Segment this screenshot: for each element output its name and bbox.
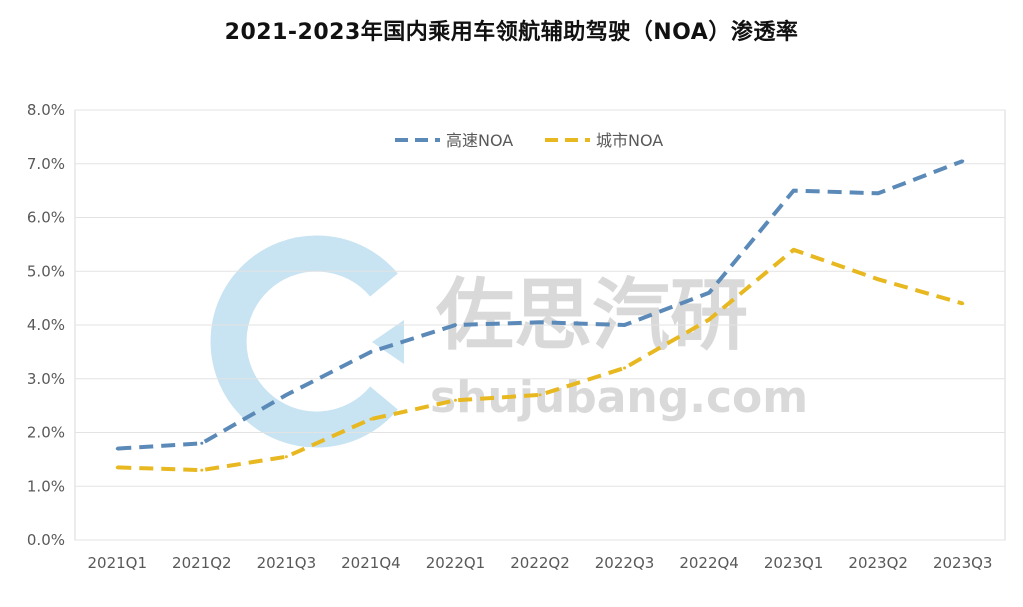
x-tick-label: 2021Q4 <box>341 554 401 572</box>
data-point-0-7 <box>707 291 711 295</box>
data-point-1-7 <box>707 318 711 322</box>
y-tick-label: 0.0% <box>27 531 65 549</box>
y-tick-label: 7.0% <box>27 155 65 173</box>
x-tick-label: 2023Q3 <box>933 554 993 572</box>
legend-label-0: 高速NOA <box>446 131 513 150</box>
data-point-0-9 <box>876 191 880 195</box>
y-tick-label: 3.0% <box>27 370 65 388</box>
x-tick-label: 2022Q2 <box>510 554 570 572</box>
data-point-1-3 <box>369 417 373 421</box>
data-point-1-8 <box>792 248 796 252</box>
y-axis: 0.0% 1.0% 2.0% 3.0% 4.0% 5.0% 6.0% 7.0% 8.0% <box>27 101 65 549</box>
y-tick-label: 5.0% <box>27 262 65 280</box>
x-tick-label: 2022Q4 <box>679 554 739 572</box>
x-tick-label: 2022Q3 <box>595 554 655 572</box>
data-point-0-4 <box>453 323 457 327</box>
data-point-0-3 <box>369 350 373 354</box>
y-tick-label: 1.0% <box>27 477 65 495</box>
watermark-text-cn: 佐思汽研 <box>435 271 748 361</box>
x-axis: 2021Q1 2021Q2 2021Q3 2021Q4 2022Q1 2022Q2 2022… <box>88 554 993 572</box>
data-point-1-1 <box>200 468 204 472</box>
data-point-1-4 <box>453 398 457 402</box>
series-layer <box>115 159 965 473</box>
data-point-1-6 <box>623 366 627 370</box>
data-point-1-0 <box>115 465 119 469</box>
x-tick-label: 2023Q2 <box>848 554 908 572</box>
data-point-1-9 <box>876 277 880 281</box>
data-point-1-2 <box>284 455 288 459</box>
data-point-0-2 <box>284 393 288 397</box>
y-tick-label: 8.0% <box>27 101 65 119</box>
x-tick-label: 2021Q1 <box>88 554 148 572</box>
y-tick-label: 6.0% <box>27 209 65 227</box>
data-point-1-10 <box>961 302 965 305</box>
x-tick-label: 2022Q1 <box>426 554 486 572</box>
y-tick-label: 4.0% <box>27 316 65 334</box>
data-point-0-1 <box>200 441 204 445</box>
grid-lines <box>75 109 1005 541</box>
data-point-0-6 <box>623 323 627 327</box>
data-point-1-5 <box>538 393 542 397</box>
chart-title: 2021-2023年国内乘用车领航辅助驾驶（NOA）渗透率 <box>224 20 799 45</box>
legend-label-1: 城市NOA <box>596 131 663 150</box>
x-tick-label: 2023Q1 <box>764 554 824 572</box>
logo-arrow-icon <box>372 320 404 364</box>
legend: 高速NOA 城市NOA <box>395 131 663 150</box>
x-tick-label: 2021Q3 <box>257 554 317 572</box>
series-line-1 <box>117 247 964 473</box>
x-tick-label: 2021Q2 <box>172 554 232 572</box>
data-point-0-0 <box>115 447 119 451</box>
data-point-0-5 <box>538 320 542 324</box>
c-arrow-logo-icon <box>210 235 398 448</box>
data-point-0-8 <box>792 189 796 193</box>
data-point-0-10 <box>961 159 965 163</box>
y-tick-label: 2.0% <box>27 424 65 442</box>
